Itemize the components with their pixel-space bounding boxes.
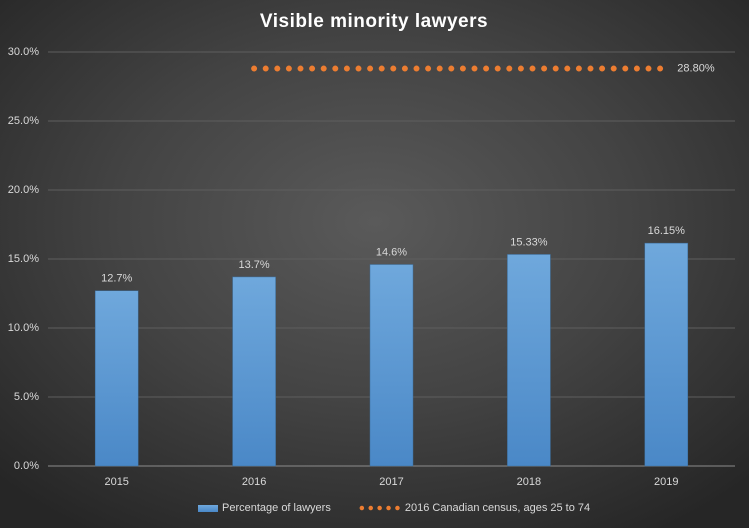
bar xyxy=(369,264,414,467)
y-tick-label: 15.0% xyxy=(8,253,39,265)
data-label: 16.15% xyxy=(648,225,686,237)
bar xyxy=(94,290,139,467)
data-label: 12.7% xyxy=(101,273,132,285)
bar xyxy=(232,276,276,467)
data-label: 15.33% xyxy=(510,236,548,248)
x-tick-label: 2015 xyxy=(104,476,128,488)
x-tick-label: 2016 xyxy=(242,476,266,488)
legend-label: Percentage of lawyers xyxy=(222,502,331,514)
data-label: 13.7% xyxy=(238,259,269,271)
y-tick-label: 0.0% xyxy=(14,460,39,472)
legend-label: 2016 Canadian census, ages 25 to 74 xyxy=(405,502,590,514)
y-tick-label: 5.0% xyxy=(14,391,39,403)
bar xyxy=(644,242,689,467)
y-tick-label: 10.0% xyxy=(8,322,39,334)
y-tick-label: 25.0% xyxy=(8,115,39,127)
data-label: 28.80% xyxy=(677,62,715,74)
bar xyxy=(507,254,551,467)
x-tick-label: 2018 xyxy=(517,476,541,488)
y-tick-label: 20.0% xyxy=(8,184,39,196)
legend-swatch xyxy=(198,505,218,512)
chart-title: Visible minority lawyers xyxy=(260,11,488,32)
y-tick-label: 30.0% xyxy=(8,46,39,58)
x-tick-label: 2019 xyxy=(654,476,678,488)
data-label: 14.6% xyxy=(376,246,407,258)
x-tick-label: 2017 xyxy=(379,476,403,488)
